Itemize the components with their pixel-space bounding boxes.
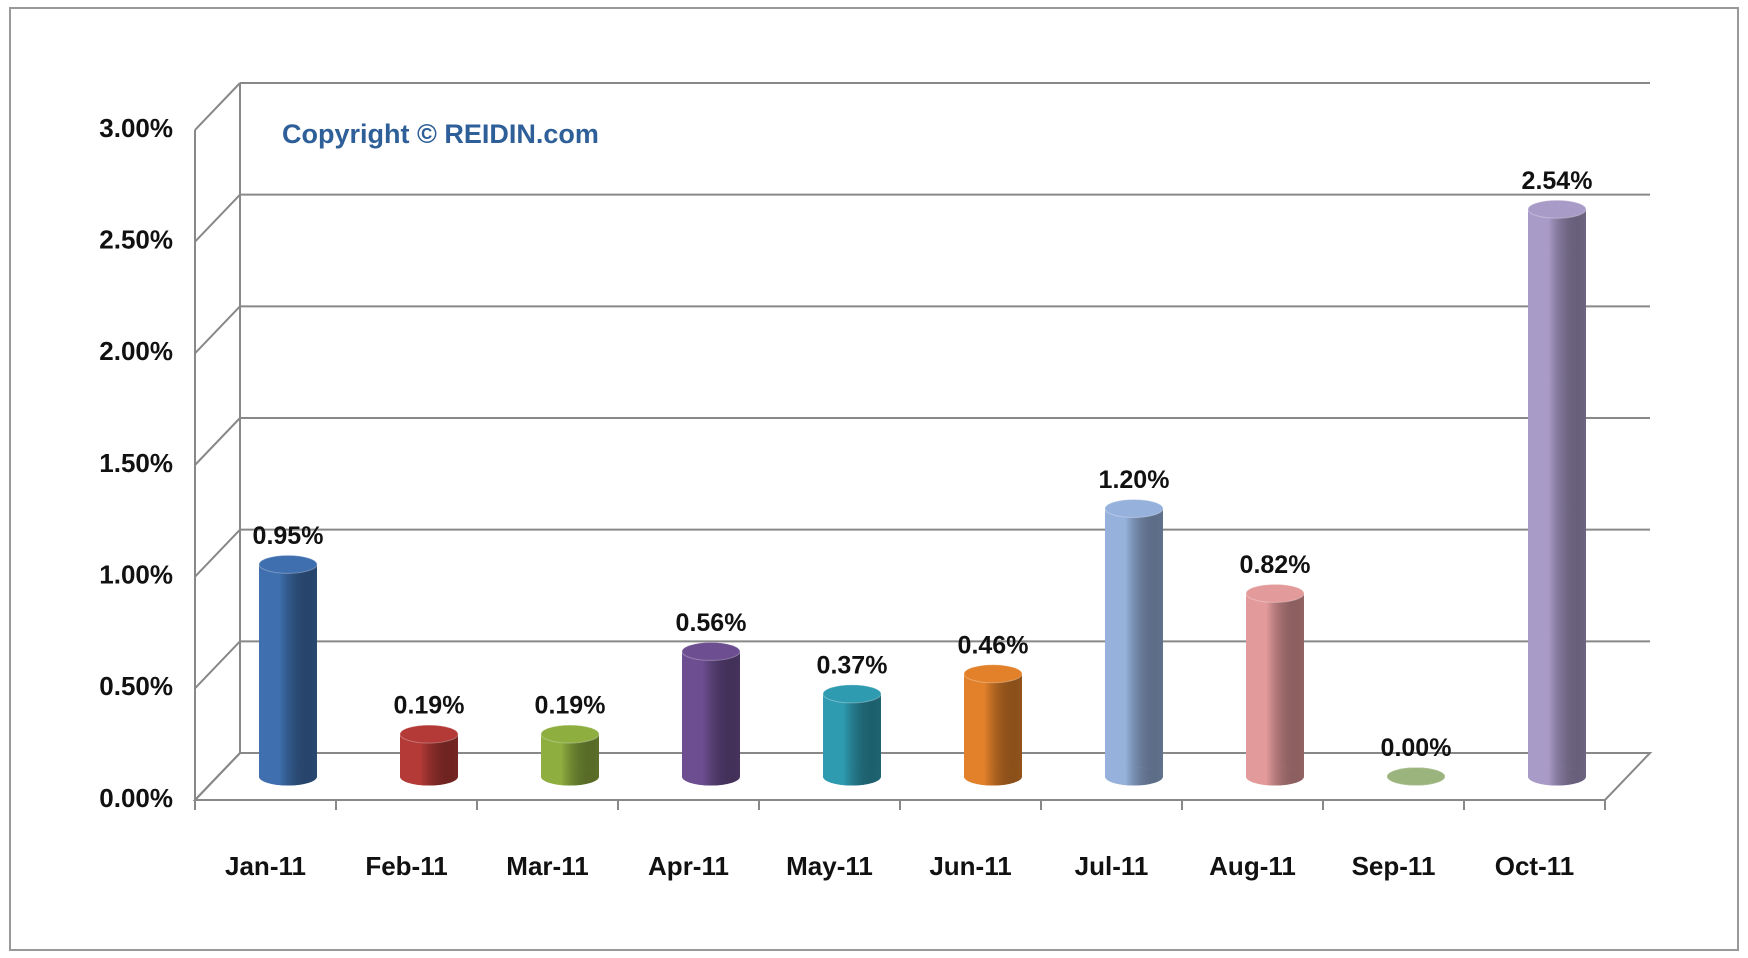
grid-line-side: [194, 82, 241, 131]
grid-line: [194, 193, 1650, 243]
value-label: 0.56%: [676, 609, 747, 637]
bar-bottom-shade: [1246, 767, 1304, 786]
bar-bottom-shade: [1105, 767, 1163, 786]
bar-bottom-shade: [964, 767, 1022, 786]
value-label: 0.19%: [535, 692, 606, 720]
chart-border: [9, 7, 1739, 951]
x-tick-label: Apr-11: [648, 851, 729, 881]
bar-top: [1527, 199, 1587, 219]
grid-line: [194, 752, 1650, 801]
x-tick-label: May-11: [786, 851, 873, 881]
bar-top: [1104, 499, 1164, 518]
value-label: 0.82%: [1240, 551, 1311, 579]
bar-top: [681, 641, 741, 661]
bar: [399, 724, 459, 786]
bar-bottom-shade: [823, 767, 881, 786]
bar: [822, 684, 882, 786]
grid-line-side: [194, 305, 241, 355]
y-tick-label: 2.50%: [99, 225, 173, 255]
bar-shade: [1246, 593, 1304, 777]
bar-shade: [1528, 209, 1586, 777]
x-tick-label: Jan-11: [225, 851, 306, 881]
x-tick-label: Jul-11: [1075, 851, 1149, 881]
bar: [258, 554, 318, 786]
bar-top: [963, 664, 1023, 684]
x-tick-label: Oct-11: [1495, 851, 1575, 881]
bar-top: [540, 724, 600, 744]
x-tick-label: Jun-11: [929, 851, 1011, 881]
grid-line-side: [194, 193, 241, 243]
bar: [963, 664, 1023, 786]
grid-line-side: [194, 417, 241, 466]
bar: [1386, 767, 1446, 786]
bar-shade: [964, 673, 1022, 777]
bar: [1104, 499, 1164, 786]
bar-shade: [1105, 508, 1163, 777]
value-label: 2.54%: [1522, 167, 1593, 195]
bar-bottom-shade: [259, 767, 317, 786]
y-tick-label: 1.00%: [99, 560, 173, 590]
y-tick-label: 0.00%: [99, 783, 173, 813]
bar: [540, 724, 600, 786]
bar-top: [258, 554, 318, 574]
x-tick-label: Mar-11: [506, 851, 588, 881]
grid-line-side: [194, 528, 241, 578]
value-label: 0.19%: [394, 692, 465, 720]
bar: [1527, 199, 1587, 786]
y-tick-label: 1.50%: [99, 448, 173, 478]
bar-bottom-shade: [400, 767, 458, 786]
x-tick-label: Sep-11: [1352, 851, 1436, 881]
grid-line: [194, 82, 1650, 131]
value-label: 1.20%: [1099, 466, 1170, 494]
y-tick-label: 2.00%: [99, 336, 173, 366]
annotation: Copyright © REIDIN.com: [282, 119, 599, 149]
bar-bottom-shade: [541, 767, 599, 786]
value-label: 0.00%: [1381, 734, 1452, 762]
grid-line-side: [194, 640, 241, 690]
bar-top: [1386, 767, 1446, 786]
grid-line: [194, 640, 1650, 690]
x-tick-label: Feb-11: [365, 851, 447, 881]
x-tick-label: Aug-11: [1209, 851, 1296, 881]
bar-shade: [259, 564, 317, 777]
y-tick-label: 3.00%: [99, 113, 173, 143]
value-label: 0.46%: [958, 631, 1029, 659]
bar-shade: [823, 693, 881, 777]
grid-line-side: [194, 752, 241, 801]
bar-top: [1245, 583, 1305, 603]
bar: [1245, 583, 1305, 786]
bar-top: [822, 684, 882, 704]
bar-bottom-shade: [1528, 767, 1586, 786]
bar-shade: [682, 651, 740, 777]
grid-line: [194, 528, 1650, 578]
bar-top: [399, 724, 459, 744]
value-label: 0.37%: [817, 651, 888, 679]
bar-bottom-shade: [682, 767, 740, 786]
y-tick-label: 0.50%: [99, 671, 173, 701]
grid-line: [194, 417, 1650, 466]
grid-line: [194, 305, 1650, 355]
bar: [681, 641, 741, 786]
value-label: 0.95%: [253, 522, 324, 550]
